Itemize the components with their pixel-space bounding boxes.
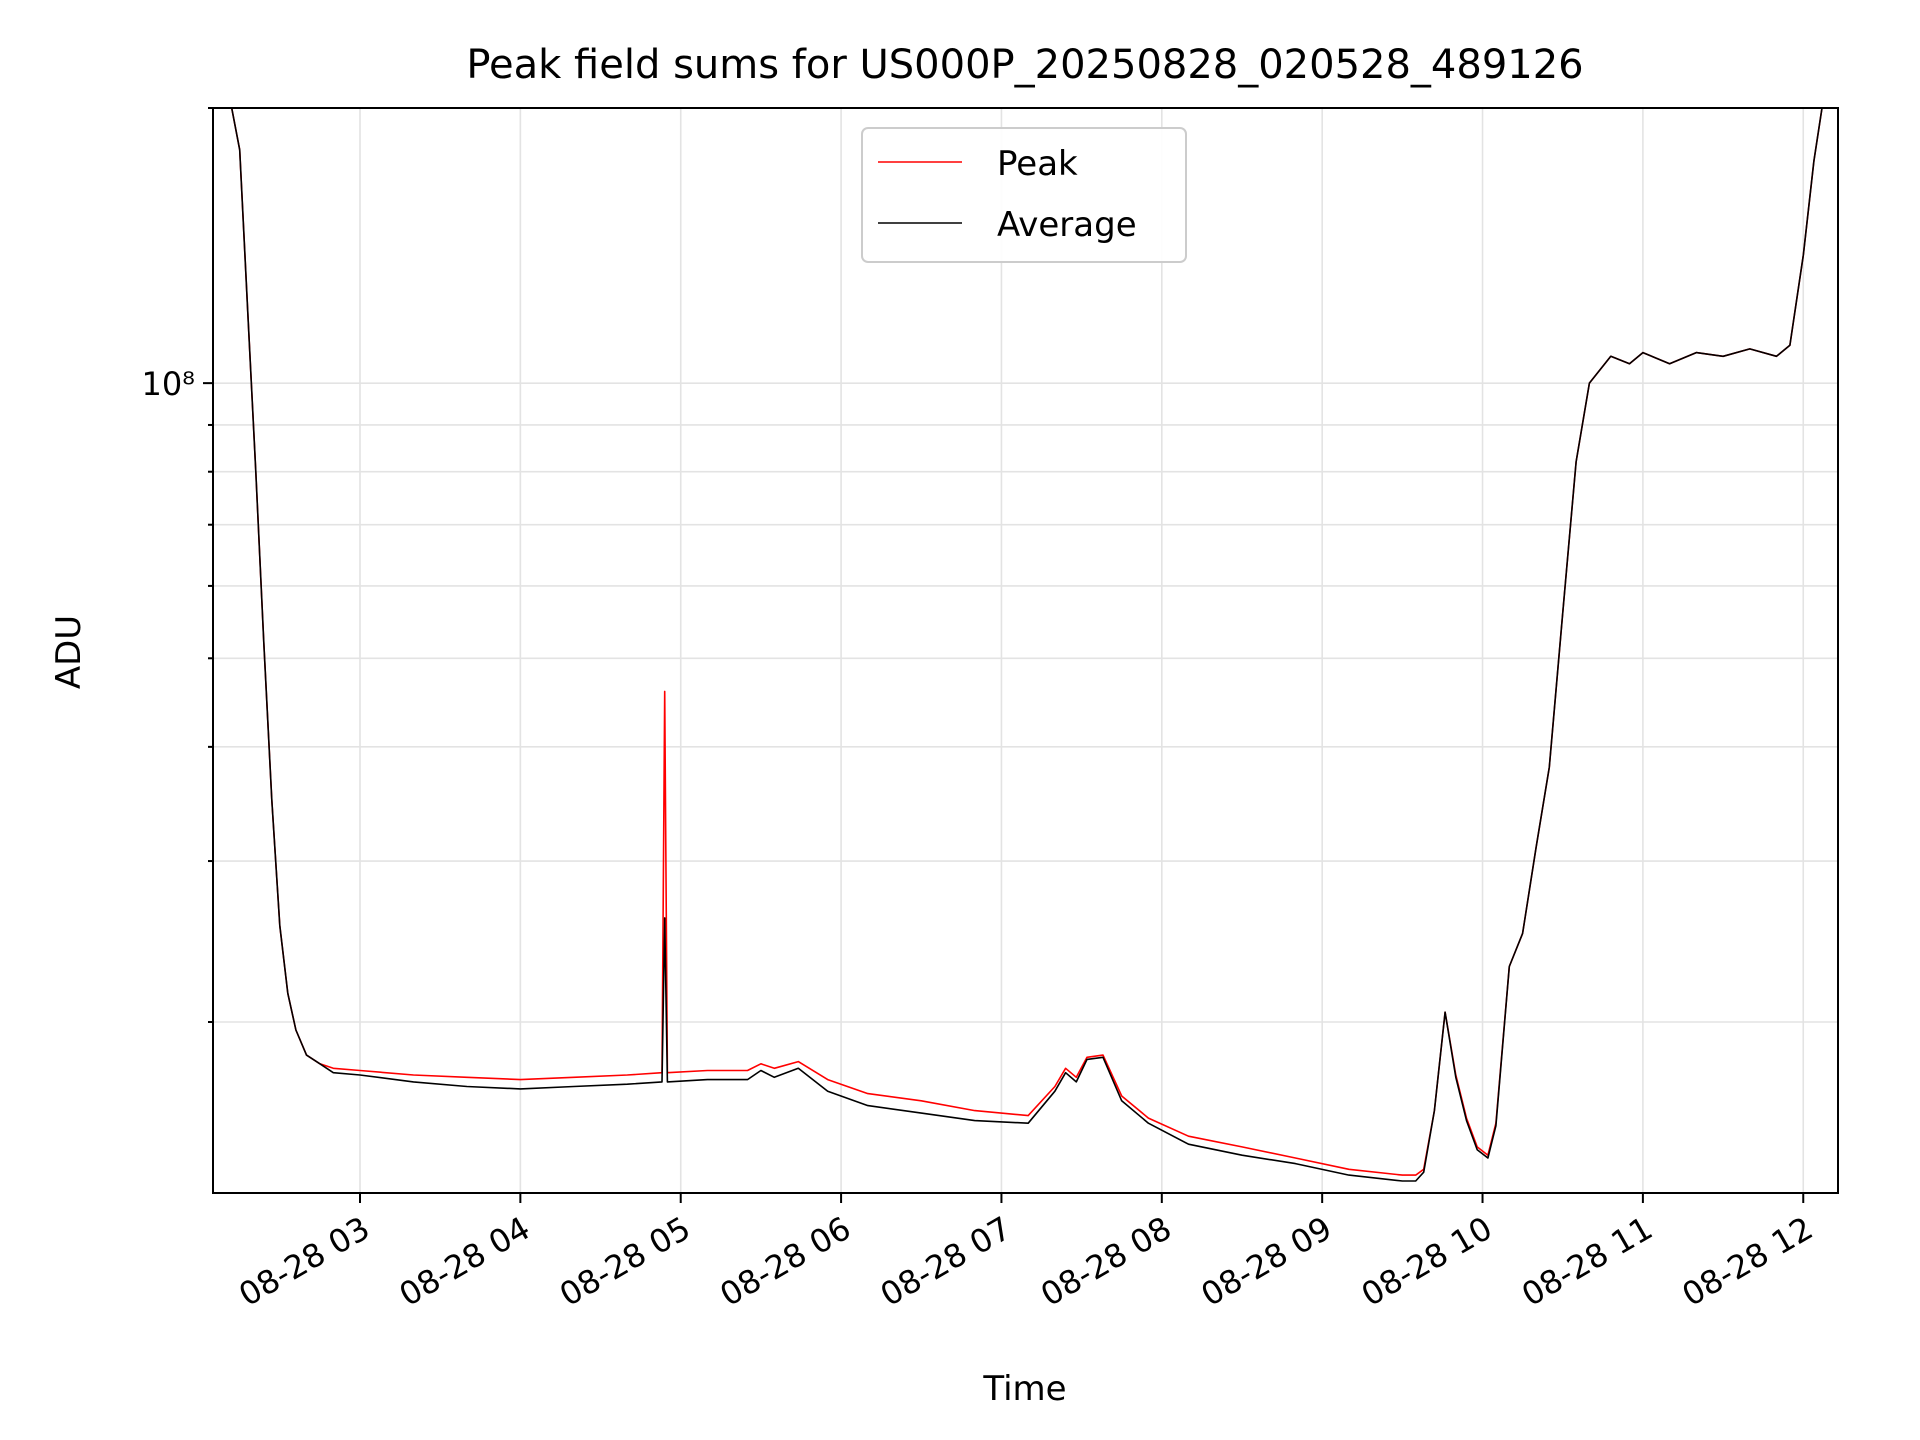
chart-title: Peak field sums for US000P_20250828_0205… xyxy=(466,42,1583,88)
y-axis: 10⁸ xyxy=(141,107,213,1024)
series-layer xyxy=(213,108,1823,1182)
legend: Peak Average xyxy=(861,127,1187,263)
series-line-average xyxy=(213,108,1823,1182)
y-axis-label: ADU xyxy=(49,615,89,689)
x-axis-label: Time xyxy=(982,1369,1066,1409)
legend-average-label: Average xyxy=(997,205,1137,245)
legend-peak-label: Peak xyxy=(997,144,1078,184)
plot-frame xyxy=(212,107,1839,1194)
y-tick-label: 10⁸ xyxy=(141,365,195,403)
